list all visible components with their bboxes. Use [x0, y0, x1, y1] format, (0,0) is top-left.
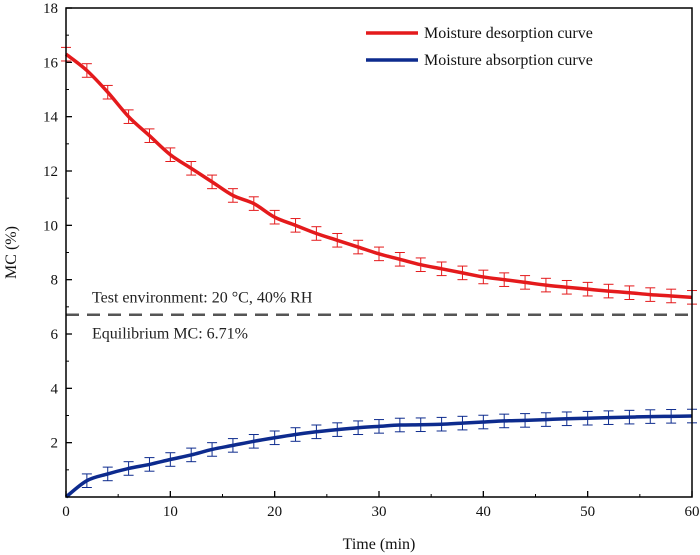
y-tick-label: 10: [43, 218, 58, 234]
y-tick-label: 2: [51, 436, 59, 452]
legend-label-absorption: Moisture absorption curve: [424, 52, 593, 69]
y-tick-label: 8: [51, 273, 59, 289]
x-tick-label: 40: [476, 504, 491, 520]
series-1: [64, 408, 697, 499]
x-axis-title: Time (min): [343, 536, 416, 553]
x-tick-label: 60: [685, 504, 700, 520]
legend: Moisture desorption curve Moisture absor…: [366, 25, 593, 69]
axis-layer: 0 10 20 30 40 50 60 2 4 6 8 10 12 14 16 18: [43, 1, 700, 520]
x-tick-label: 10: [163, 504, 178, 520]
y-tick-label: 18: [43, 1, 58, 17]
series-layer: [61, 46, 697, 499]
series-line-1: [64, 414, 693, 499]
x-tick-label: 20: [267, 504, 282, 520]
y-tick-label: 4: [51, 381, 59, 397]
legend-label-desorption: Moisture desorption curve: [424, 25, 593, 42]
y-tick-label: 16: [43, 55, 59, 71]
series-0: [61, 46, 697, 305]
y-tick-label: 14: [43, 110, 59, 126]
series-line-0: [64, 52, 693, 300]
x-tick-label: 0: [62, 504, 70, 520]
y-tick-label: 12: [43, 164, 58, 180]
y-axis-title: MC (%): [3, 226, 20, 279]
test-environment-annotation: Test environment: 20 °C, 40% RH: [92, 290, 313, 307]
y-tick-label: 6: [51, 327, 59, 343]
equilibrium-mc-annotation: Equilibrium MC: 6.71%: [92, 326, 248, 343]
x-tick-label: 30: [372, 504, 387, 520]
x-tick-label: 50: [580, 504, 595, 520]
